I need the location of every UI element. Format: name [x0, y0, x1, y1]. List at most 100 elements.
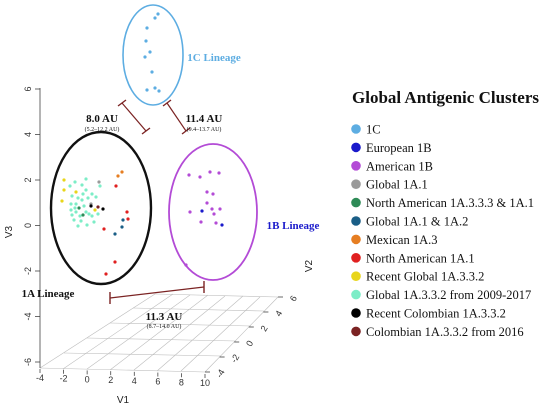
lineage-1c-ellipse — [122, 4, 184, 106]
data-point — [104, 272, 108, 276]
data-point — [187, 173, 191, 177]
floor-grid-line — [86, 294, 191, 370]
data-point — [86, 196, 90, 200]
data-point — [70, 194, 74, 198]
data-point — [81, 192, 85, 196]
v3-tick-label: 4 — [23, 132, 33, 137]
data-point — [121, 218, 125, 222]
data-point — [68, 184, 72, 188]
legend-swatch — [351, 179, 361, 189]
floor-grid-line — [156, 295, 244, 372]
data-point — [73, 206, 77, 210]
floor-grid-line — [132, 307, 265, 312]
v3-tick-label: 0 — [23, 223, 33, 228]
data-point — [78, 214, 82, 218]
data-point — [62, 188, 66, 192]
distance-connector-1a-1c — [117, 99, 151, 135]
data-point — [69, 208, 73, 212]
floor-grid-line — [39, 367, 206, 373]
data-point — [84, 210, 88, 214]
data-point — [74, 202, 78, 206]
legend-entry-label: Global 1A.3.3.2 from 2009-2017 — [366, 288, 531, 302]
floor-grid-line — [109, 294, 209, 371]
v2-tick-label: -4 — [214, 368, 227, 380]
data-point — [73, 180, 77, 184]
legend-entry-label: North American 1A.1 — [366, 251, 475, 265]
data-point — [74, 190, 78, 194]
distance-1a-1c-value: 8.0 AU — [86, 113, 118, 125]
data-points — [60, 12, 224, 276]
floor-grid-line — [204, 296, 279, 373]
data-point — [80, 198, 84, 202]
legend-swatch — [351, 252, 361, 263]
distance-1a-1b-value: 11.3 AU — [146, 311, 183, 323]
v2-tick-label: 6 — [288, 294, 299, 303]
legend-entry-label: Mexican 1A.3 — [366, 233, 438, 247]
legend: Global Antigenic Clusters 1C European 1B A… — [351, 88, 539, 339]
data-point — [125, 210, 129, 214]
lineage-1a-ellipse — [49, 130, 153, 286]
data-point — [208, 170, 212, 174]
data-point — [97, 180, 101, 184]
v3-axis-title: V3 — [4, 225, 15, 238]
data-point — [98, 184, 102, 188]
data-point — [72, 218, 76, 222]
v1-axis: -4 -2 0 2 4 6 8 10 — [36, 369, 210, 388]
data-point — [218, 207, 222, 211]
v2-tick-label: 2 — [259, 324, 270, 333]
data-point — [113, 260, 117, 264]
data-point — [90, 192, 94, 196]
legend-entry-label: Recent Global 1A.3.3.2 — [366, 270, 484, 284]
data-point — [113, 232, 117, 236]
v1-tick-label: 0 — [85, 374, 90, 384]
v2-tick-label: -2 — [229, 353, 242, 365]
data-point — [144, 39, 148, 43]
data-point — [62, 178, 66, 182]
floor-grid-line — [62, 293, 174, 370]
data-point — [84, 177, 88, 181]
lineage-1b-label: 1B Lineage — [267, 220, 320, 232]
data-point — [120, 170, 124, 174]
floor-grid-line — [39, 293, 156, 369]
data-point — [200, 209, 204, 213]
data-point — [92, 220, 96, 224]
data-point — [85, 223, 89, 227]
legend-entry-label: Global 1A.1 — [366, 178, 428, 192]
data-point — [94, 195, 98, 199]
data-point — [76, 224, 80, 228]
v1-tick-label: 8 — [179, 377, 184, 387]
floor-grid-line — [133, 295, 226, 371]
floor-grid — [39, 293, 279, 373]
distance-connector-1c-1b — [162, 99, 191, 135]
legend-title: Global Antigenic Clusters — [352, 88, 539, 107]
data-point — [77, 206, 81, 210]
v1-tick-label: -4 — [36, 373, 44, 383]
data-point — [148, 50, 152, 54]
distance-1c-1b-range: (9.4–13.7 AU) — [187, 126, 222, 133]
legend-swatch — [351, 326, 361, 337]
v1-tick-label: -2 — [60, 374, 68, 384]
v3-axis: -6 -4 -2 0 2 4 6 V3 — [4, 86, 41, 368]
data-point — [156, 12, 160, 16]
data-point — [157, 89, 161, 93]
data-point — [69, 202, 73, 206]
data-point — [101, 207, 105, 211]
lineage-1b-ellipse — [168, 143, 258, 281]
data-point — [87, 212, 91, 216]
legend-swatch — [351, 142, 361, 153]
lineage-1c-label: 1C Lineage — [187, 52, 241, 64]
data-point — [80, 183, 84, 187]
v3-tick-label: -4 — [23, 312, 33, 320]
legend-entry-label: Global 1A.1 & 1A.2 — [366, 215, 468, 229]
data-point — [120, 225, 124, 229]
data-point — [74, 210, 78, 214]
data-point — [205, 190, 209, 194]
floor-grid-line — [86, 337, 237, 342]
distance-1c-1b-value: 11.4 AU — [186, 113, 223, 125]
data-point — [188, 210, 192, 214]
data-point — [126, 217, 130, 221]
data-point — [70, 213, 74, 217]
legend-swatch — [351, 289, 361, 300]
